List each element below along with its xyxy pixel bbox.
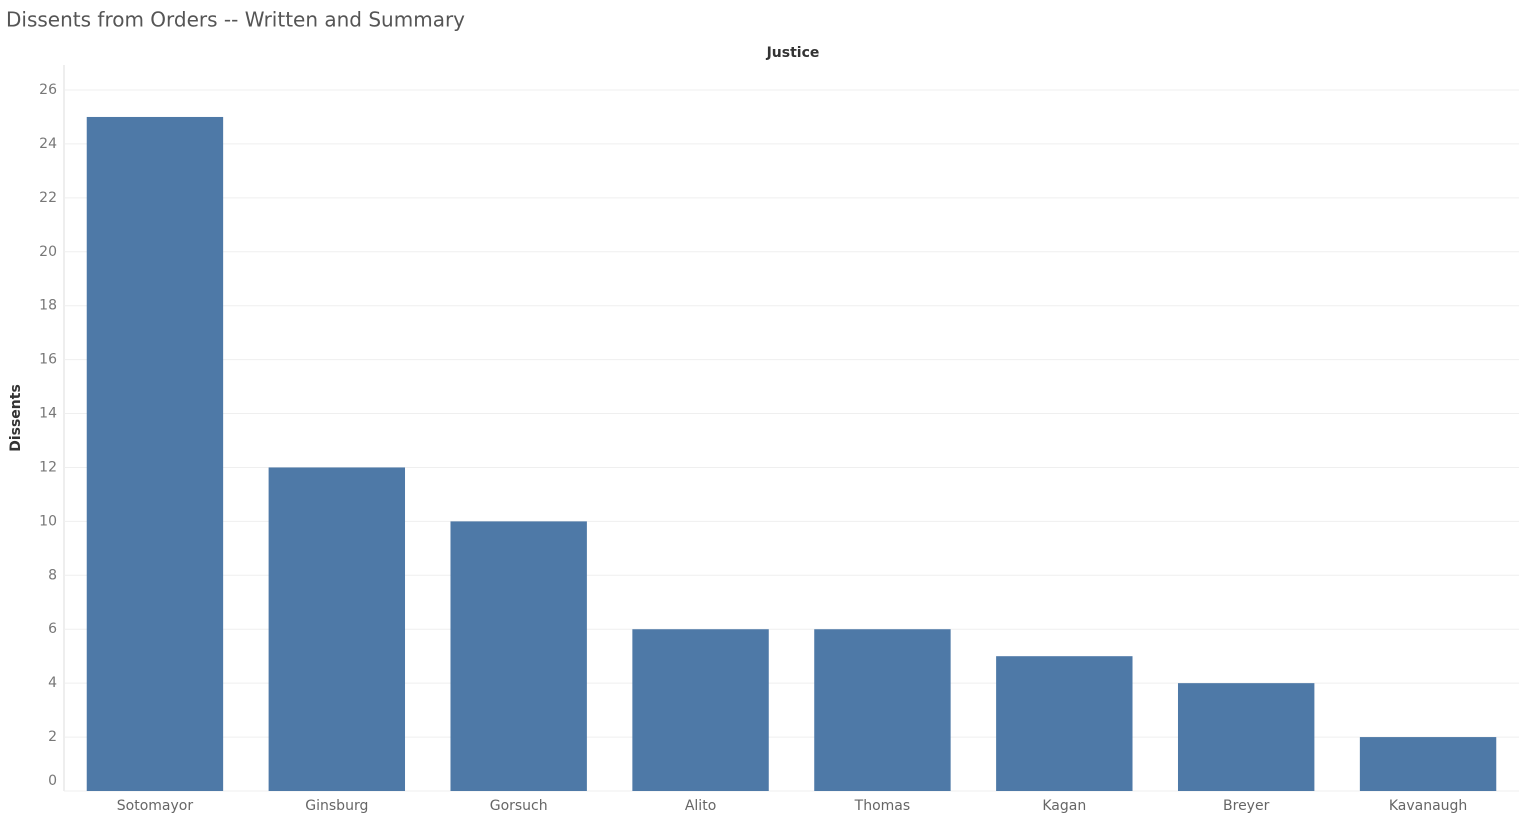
y-tick-label: 4 (48, 675, 57, 691)
x-tick-label: Alito (685, 798, 716, 814)
x-tick-label: Kagan (1042, 798, 1086, 814)
y-tick-label: 26 (39, 82, 57, 98)
bar (632, 629, 769, 791)
y-tick-label: 24 (39, 136, 57, 152)
bar (814, 629, 951, 791)
bar (450, 521, 587, 791)
x-tick-label: Kavanaugh (1389, 798, 1467, 814)
y-tick-label: 10 (39, 513, 57, 529)
y-tick-label: 12 (39, 459, 57, 475)
y-tick-label: 18 (39, 298, 57, 314)
y-tick-label: 8 (48, 567, 57, 583)
y-tick-label: 0 (48, 773, 57, 789)
x-tick-label: Gorsuch (490, 798, 548, 814)
bar (1359, 737, 1497, 791)
chart-title: Dissents from Orders -- Written and Summ… (6, 8, 465, 32)
bar (86, 116, 224, 791)
y-tick-label: 22 (39, 190, 57, 206)
bar (268, 467, 406, 791)
y-axis-title: Dissents (8, 384, 24, 452)
y-tick-label: 16 (39, 352, 57, 368)
x-tick-label: Thomas (854, 798, 911, 814)
x-axis-title: Justice (766, 45, 820, 61)
y-tick-label: 6 (48, 621, 57, 637)
y-tick-label: 2 (48, 729, 57, 745)
bar (996, 656, 1133, 791)
y-tick-label: 20 (39, 244, 57, 260)
x-tick-label: Breyer (1223, 798, 1270, 814)
bar (1177, 683, 1315, 791)
x-tick-label: Ginsburg (305, 798, 368, 814)
y-tick-label: 14 (39, 406, 57, 422)
x-tick-label: Sotomayor (117, 798, 194, 814)
